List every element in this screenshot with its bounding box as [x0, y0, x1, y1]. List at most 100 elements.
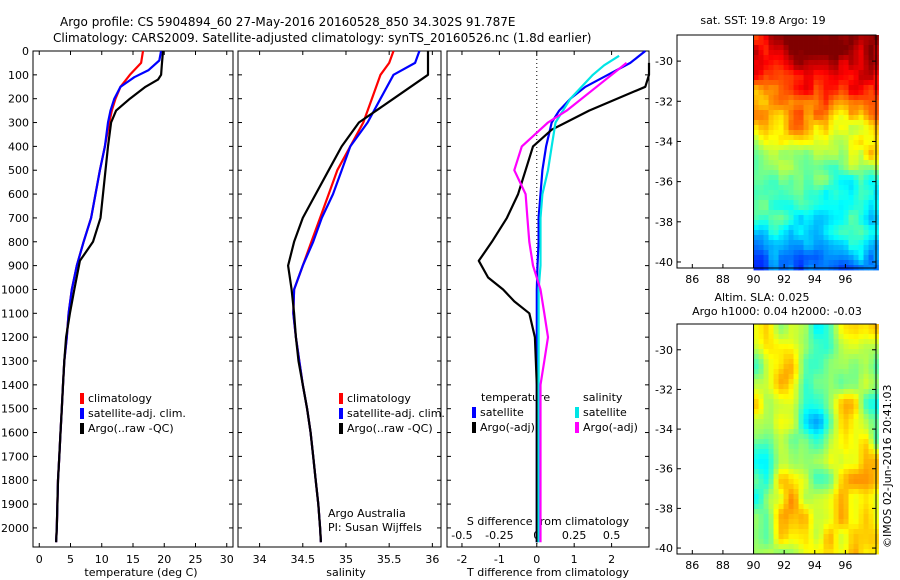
- map-cell: [798, 95, 804, 101]
- map-cell: [798, 409, 804, 415]
- map-cell: [823, 230, 829, 236]
- map-cell: [828, 349, 834, 355]
- map-cell: [768, 549, 774, 555]
- map-cell: [858, 359, 864, 365]
- map-cell: [838, 429, 844, 435]
- map-cell: [808, 40, 814, 46]
- map-cell: [758, 50, 764, 56]
- map-cell: [773, 120, 779, 126]
- legend-swatch: [472, 422, 476, 433]
- map-cell: [833, 230, 839, 236]
- map-cell: [823, 135, 829, 141]
- map-cell: [798, 230, 804, 236]
- map-cell: [798, 200, 804, 206]
- map-cell: [843, 389, 849, 395]
- map-cell: [798, 45, 804, 51]
- map-cell: [868, 240, 874, 246]
- map-cell: [783, 494, 789, 500]
- map-cell: [843, 125, 849, 131]
- map-cell: [798, 50, 804, 56]
- map-cell: [838, 55, 844, 61]
- map-cell: [838, 80, 844, 86]
- map-cell: [758, 165, 764, 171]
- map-cell: [863, 80, 869, 86]
- map-cell: [868, 469, 874, 475]
- map-cell: [768, 220, 774, 226]
- map-cell: [763, 190, 769, 196]
- map-cell: [833, 499, 839, 505]
- map-cell: [768, 524, 774, 530]
- map-cell: [778, 524, 784, 530]
- map-cell: [803, 220, 809, 226]
- map-cell: [788, 110, 794, 116]
- map-cell: [793, 150, 799, 156]
- map-cell: [753, 135, 759, 141]
- map-cell: [848, 354, 854, 360]
- legend-label: Argo(..raw -QC): [88, 422, 174, 435]
- map-cell: [863, 384, 869, 390]
- map-cell: [758, 544, 764, 550]
- map-cell: [863, 235, 869, 241]
- map-cell: [788, 494, 794, 500]
- map-cell: [773, 210, 779, 216]
- map-cell: [773, 110, 779, 116]
- map-cell: [863, 534, 869, 540]
- map-cell: [868, 180, 874, 186]
- map-cell: [858, 155, 864, 161]
- map-cell: [828, 40, 834, 46]
- map-cell: [833, 329, 839, 335]
- map-cell: [828, 235, 834, 241]
- map-cell: [763, 180, 769, 186]
- map-cell: [773, 170, 779, 176]
- map-cell: [773, 449, 779, 455]
- map-cell: [833, 95, 839, 101]
- map-cell: [828, 70, 834, 76]
- map-cell: [783, 434, 789, 440]
- map-cell: [793, 544, 799, 550]
- map-cell: [853, 489, 859, 495]
- map-cell: [813, 369, 819, 375]
- map-cell: [853, 339, 859, 345]
- map-cell: [793, 260, 799, 266]
- map-cell: [753, 100, 759, 106]
- map-cell: [803, 509, 809, 515]
- map-cell: [848, 414, 854, 420]
- map-cell: [753, 220, 759, 226]
- map-cell: [848, 120, 854, 126]
- map-cell: [773, 534, 779, 540]
- map-cell: [803, 205, 809, 211]
- map-cell: [808, 225, 814, 231]
- map-cell: [833, 349, 839, 355]
- map-cell: [838, 454, 844, 460]
- map-cell: [808, 195, 814, 201]
- map-cell: [778, 344, 784, 350]
- map-cell: [828, 250, 834, 256]
- map-cell: [778, 180, 784, 186]
- map-cell: [773, 75, 779, 81]
- map-cell: [848, 379, 854, 385]
- map-cell: [863, 65, 869, 71]
- map-cell: [818, 70, 824, 76]
- map-cell: [768, 389, 774, 395]
- map-cell: [868, 339, 874, 345]
- map-cell: [753, 160, 759, 166]
- map-cell: [838, 215, 844, 221]
- map-cell: [823, 45, 829, 51]
- map-cell: [798, 205, 804, 211]
- map-cell: [763, 489, 769, 495]
- map-cell: [843, 190, 849, 196]
- map-cell: [838, 329, 844, 335]
- map-cell: [773, 180, 779, 186]
- map-cell: [828, 334, 834, 340]
- map-cell: [833, 190, 839, 196]
- map-cell: [778, 539, 784, 545]
- map-cell: [788, 145, 794, 151]
- map-cell: [803, 190, 809, 196]
- legend-label: satellite-adj. clim.: [88, 407, 186, 420]
- map-cell: [863, 504, 869, 510]
- map-cell: [783, 235, 789, 241]
- map-cell: [848, 389, 854, 395]
- map-cell: [828, 215, 834, 221]
- map-cell: [793, 504, 799, 510]
- map-cell: [783, 65, 789, 71]
